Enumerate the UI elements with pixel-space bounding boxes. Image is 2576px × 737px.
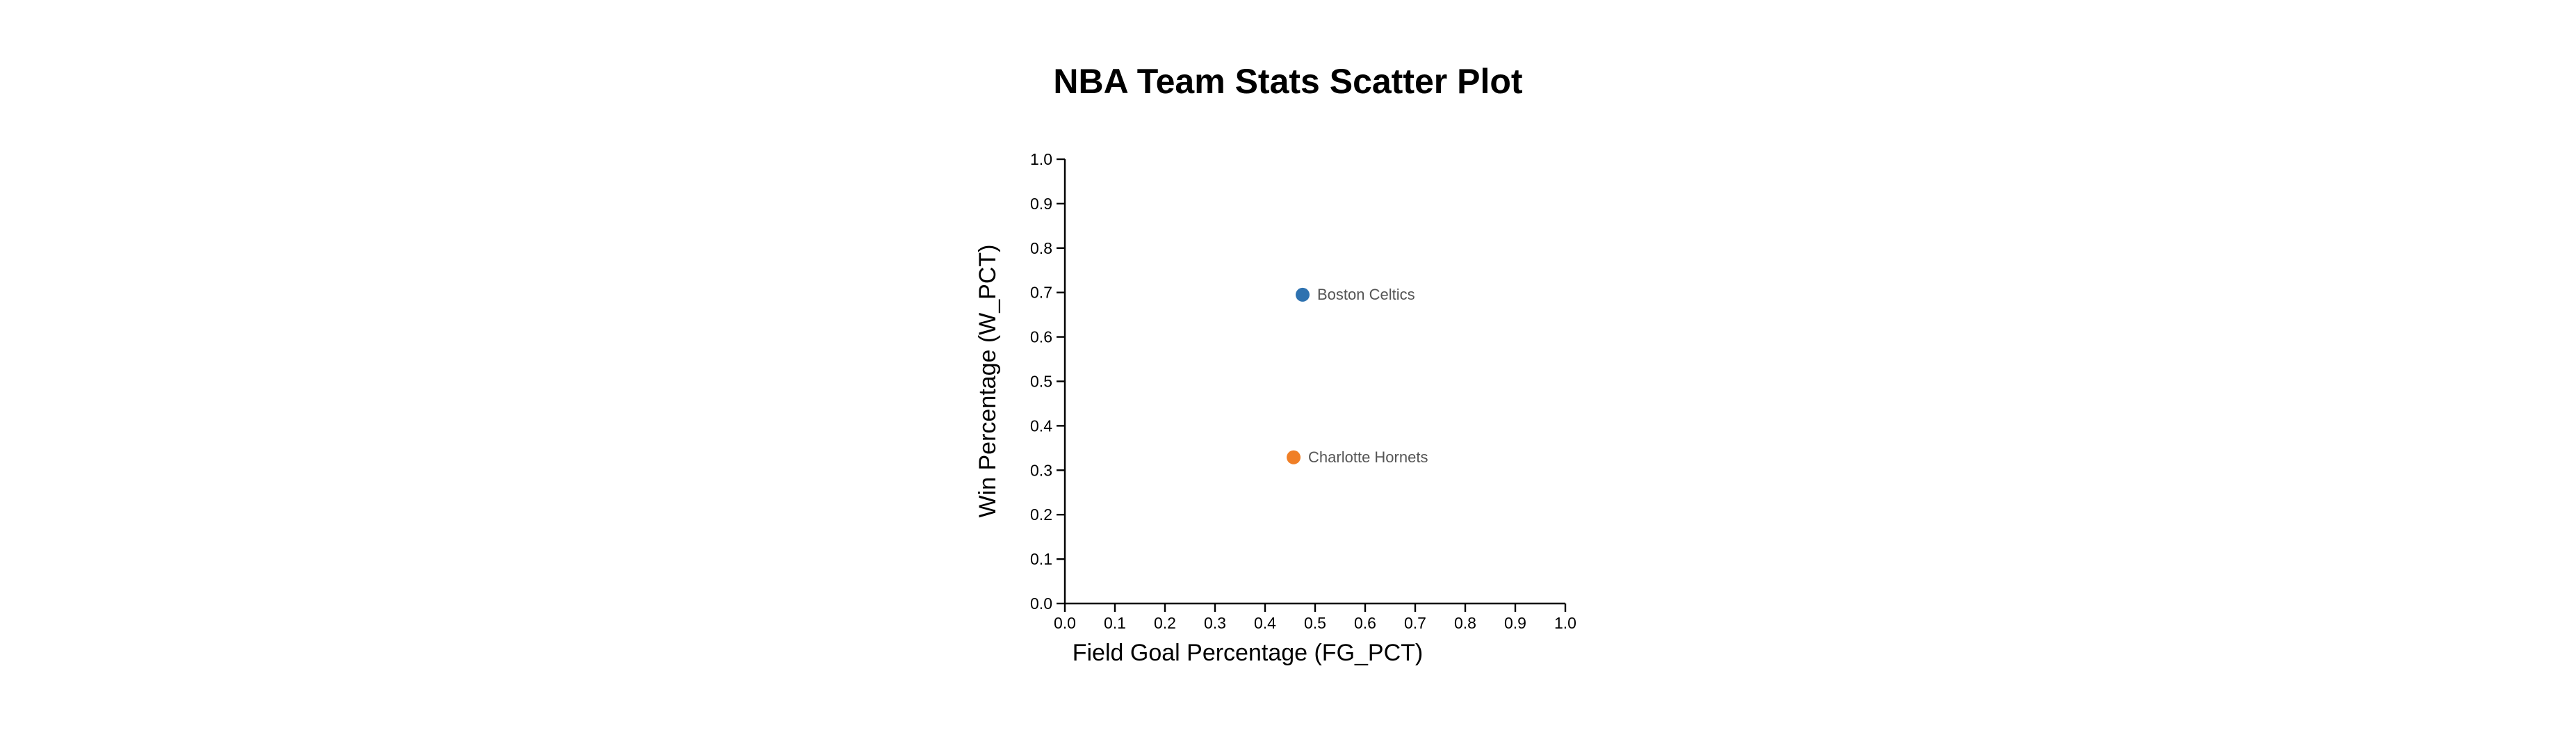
- y-axis: 0.0 0.1 0.2 0.3 0.4 0.5 0.6 0.7 0.8 0.9 1.0: [1030, 150, 1066, 613]
- x-tick-label: 0.7: [1404, 614, 1426, 632]
- x-tick-label: 0.4: [1254, 614, 1276, 632]
- data-point[interactable]: [1296, 287, 1310, 302]
- y-tick-label: 0.2: [1030, 505, 1052, 524]
- data-point-label: Boston Celtics: [1317, 286, 1415, 303]
- data-point[interactable]: [1287, 450, 1301, 464]
- x-tick-label: 0.5: [1304, 614, 1326, 632]
- y-axis-title: Win Percentage (W_PCT): [975, 245, 1001, 518]
- x-tick-label: 0.1: [1104, 614, 1126, 632]
- y-tick-label: 0.3: [1030, 461, 1052, 479]
- x-tick-label: 0.0: [1054, 614, 1076, 632]
- x-tick-label: 0.3: [1204, 614, 1226, 632]
- x-tick-label: 0.2: [1154, 614, 1176, 632]
- y-tick-label: 0.7: [1030, 284, 1052, 302]
- y-tick-label: 0.8: [1030, 239, 1052, 257]
- x-tick-label: 1.0: [1554, 614, 1576, 632]
- y-tick-label: 0.4: [1030, 416, 1052, 435]
- y-tick-label: 0.6: [1030, 328, 1052, 346]
- x-tick-label: 0.9: [1504, 614, 1526, 632]
- x-tick-label: 0.6: [1354, 614, 1376, 632]
- x-axis: 0.0 0.1 0.2 0.3 0.4 0.5 0.6 0.7 0.8 0.9 1.0: [1054, 602, 1576, 632]
- y-tick-label: 0.9: [1030, 195, 1052, 213]
- points-layer: Boston Celtics Charlotte Hornets: [1287, 286, 1428, 466]
- x-axis-title: Field Goal Percentage (FG_PCT): [1073, 640, 1424, 666]
- y-tick-label: 1.0: [1030, 150, 1052, 168]
- y-tick-label: 0.5: [1030, 373, 1052, 391]
- x-tick-label: 0.8: [1454, 614, 1476, 632]
- y-tick-label: 0.1: [1030, 550, 1052, 568]
- y-tick-label: 0.0: [1030, 594, 1052, 613]
- chart-title: NBA Team Stats Scatter Plot: [1053, 62, 1523, 101]
- data-point-label: Charlotte Hornets: [1308, 448, 1428, 466]
